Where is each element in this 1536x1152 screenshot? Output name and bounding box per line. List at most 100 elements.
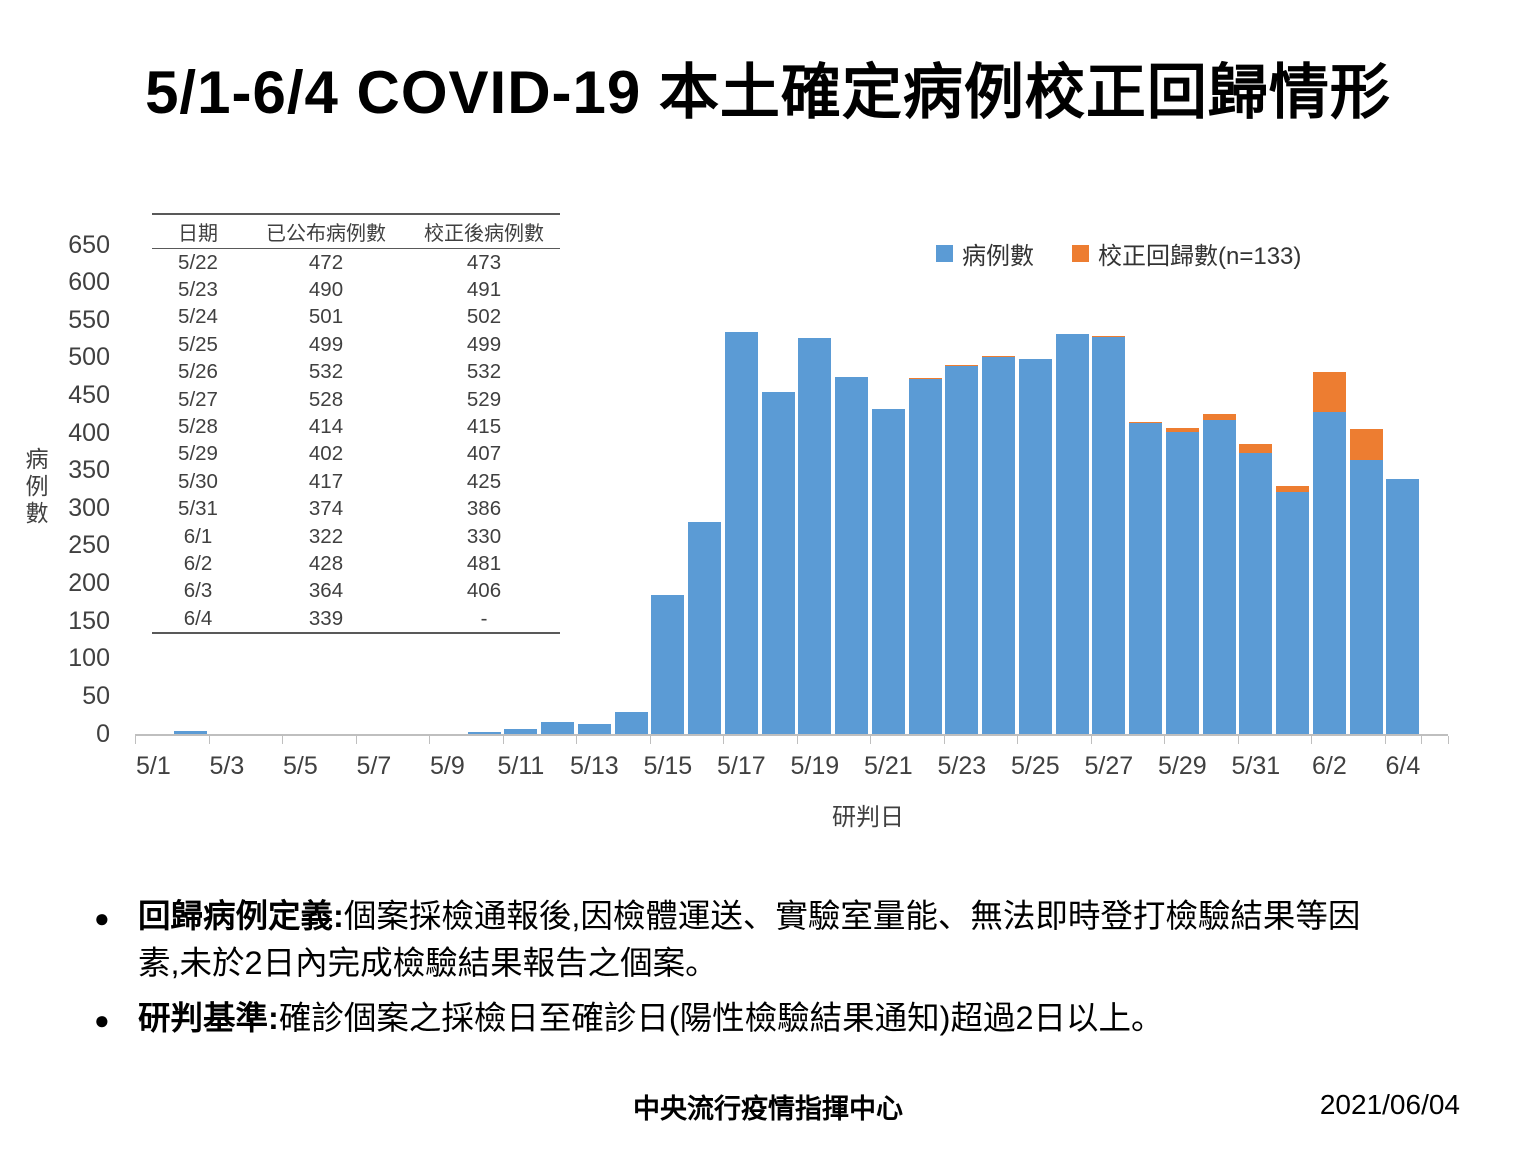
table-row: 5/25 499 499 <box>152 331 560 358</box>
bar-correction-5/30 <box>1202 414 1236 421</box>
bar-cases-5/17 <box>724 331 758 734</box>
inset-table: 日期 已公布病例數 校正後病例數 5/22 472 473 5/23 490 491 5/24 50… <box>152 213 560 635</box>
table-cell: 5/24 <box>178 305 218 329</box>
x-tick-label: 5/17 <box>717 752 766 780</box>
x-axis-title: 研判日 <box>832 804 904 831</box>
x-tick <box>282 736 283 744</box>
bar-cases-5/16 <box>688 521 722 734</box>
x-tick-label: 5/13 <box>570 752 619 780</box>
bar-cases-6/1 <box>1276 491 1310 734</box>
bar-cases-5/28 <box>1129 422 1163 734</box>
x-tick <box>1421 736 1423 744</box>
table-cell: 499 <box>308 332 344 356</box>
x-tick-label: 5/19 <box>790 752 840 780</box>
note-body: 回歸病例定義:個案採檢通報後,因檢體運送、實驗室量能、無法即時登打檢驗結果等因素… <box>138 893 1384 988</box>
bar-correction-6/2 <box>1312 372 1346 412</box>
x-tick-label: 5/3 <box>209 752 245 780</box>
x-tick <box>723 736 724 744</box>
x-tick-label: 5/31 <box>1231 752 1281 780</box>
bar-cases-5/11 <box>504 728 538 734</box>
bar-cases-5/31 <box>1239 452 1273 734</box>
x-tick-label: 6/2 <box>1311 752 1347 780</box>
bar-cases-5/29 <box>1165 431 1199 734</box>
table-cell: 322 <box>308 524 344 548</box>
bar-correction-5/24 <box>982 356 1016 358</box>
x-tick-label: 6/4 <box>1385 752 1421 780</box>
x-tick-label: 5/23 <box>937 752 987 780</box>
table-cell: 364 <box>308 579 344 603</box>
y-tick-label: 600 <box>68 268 110 297</box>
table-cell: 6/1 <box>183 524 213 548</box>
x-tick <box>1384 736 1386 744</box>
footer-date: 2021/06/04 <box>1319 1089 1460 1120</box>
x-tick-label: 5/5 <box>282 752 318 780</box>
table-cell: 6/4 <box>183 606 213 630</box>
x-tick <box>1090 736 1092 744</box>
note-item: ● 研判基準:確診個案之採檢日至確診日(陽性檢驗結果通知)超過2日以上。 <box>94 995 1384 1042</box>
bar-cases-5/19 <box>798 337 832 734</box>
table-row: 5/28 414 415 <box>152 413 560 440</box>
legend-item-correction: 校正回歸數(n=133) <box>1072 236 1301 271</box>
footer-org: 中央流行疫情指揮中心 <box>633 1094 903 1124</box>
table-row: 6/1 322 330 <box>152 523 560 550</box>
x-tick-label: 5/1 <box>135 752 171 780</box>
table-cell: 6/3 <box>183 579 213 603</box>
table-cell: 6/2 <box>183 551 213 575</box>
y-tick-label: 100 <box>68 644 110 673</box>
x-tick <box>1164 736 1165 744</box>
table-cell: 481 <box>466 551 502 575</box>
note-label: 回歸病例定義: <box>138 898 344 934</box>
table-cell: 501 <box>308 305 344 329</box>
bar-cases-5/10 <box>467 731 501 734</box>
bar-cases-5/26 <box>1055 333 1089 734</box>
x-tick <box>208 736 210 744</box>
bar-cases-5/2 <box>173 730 207 734</box>
x-tick <box>502 736 504 744</box>
bar-cases-5/25 <box>1018 358 1052 734</box>
table-row: 5/27 528 529 <box>152 386 560 413</box>
note-label: 研判基準: <box>138 999 279 1036</box>
table-cell: 532 <box>466 360 502 384</box>
bar-correction-5/28 <box>1129 421 1163 423</box>
table-cell: 473 <box>466 250 502 274</box>
note-text: 個案採檢通報後,因檢體運送、實驗室量能、無法即時登打檢驗結果等因素,未於2日內完… <box>138 898 1361 982</box>
table-cell: 402 <box>308 442 344 466</box>
legend-label: 病例數 <box>962 243 1034 270</box>
table-header-cell: 校正後病例數 <box>424 223 544 245</box>
bar-cases-5/14 <box>614 712 648 734</box>
bullet-icon: ● <box>94 903 110 933</box>
bar-correction-5/31 <box>1239 443 1273 453</box>
table-cell: 532 <box>308 360 344 384</box>
x-tick-label: 5/7 <box>356 752 392 780</box>
table-cell: 5/25 <box>178 332 218 356</box>
table-row: 5/22 472 473 <box>152 249 560 276</box>
bar-cases-5/20 <box>835 377 869 734</box>
bar-correction-5/27 <box>1092 336 1126 337</box>
table-cell: 490 <box>308 278 344 302</box>
note-item: ● 回歸病例定義:個案採檢通報後,因檢體運送、實驗室量能、無法即時登打檢驗結果等因… <box>94 893 1384 988</box>
table-cell: 5/26 <box>178 360 218 384</box>
table-cell: 414 <box>308 415 344 439</box>
y-tick-label: 450 <box>68 380 110 409</box>
bar-cases-5/18 <box>761 391 795 734</box>
bar-correction-6/1 <box>1276 485 1310 492</box>
table-row: 5/29 402 407 <box>152 441 560 468</box>
table-cell: 5/30 <box>178 469 218 493</box>
x-tick <box>135 736 136 744</box>
table-header: 日期 已公布病例數 校正後病例數 <box>152 215 560 249</box>
table-cell: 5/29 <box>178 442 218 466</box>
x-tick <box>1017 736 1018 744</box>
y-tick-label: 350 <box>68 456 110 485</box>
x-tick <box>649 736 651 744</box>
bar-cases-5/12 <box>541 721 575 734</box>
table-header-cell: 日期 <box>178 223 218 245</box>
table-row: 5/23 490 491 <box>152 276 560 303</box>
y-tick-label: 400 <box>68 418 110 447</box>
table-header-cell: 已公布病例數 <box>266 223 386 245</box>
note-body: 研判基準:確診個案之採檢日至確診日(陽性檢驗結果通知)超過2日以上。 <box>138 995 1164 1042</box>
note-text: 確診個案之採檢日至確診日(陽性檢驗結果通知)超過2日以上。 <box>278 999 1164 1036</box>
x-tick-label: 5/15 <box>643 752 693 780</box>
table-row: 5/31 374 386 <box>152 496 560 523</box>
y-tick-label: 550 <box>68 305 110 334</box>
table-cell: 330 <box>466 524 502 548</box>
